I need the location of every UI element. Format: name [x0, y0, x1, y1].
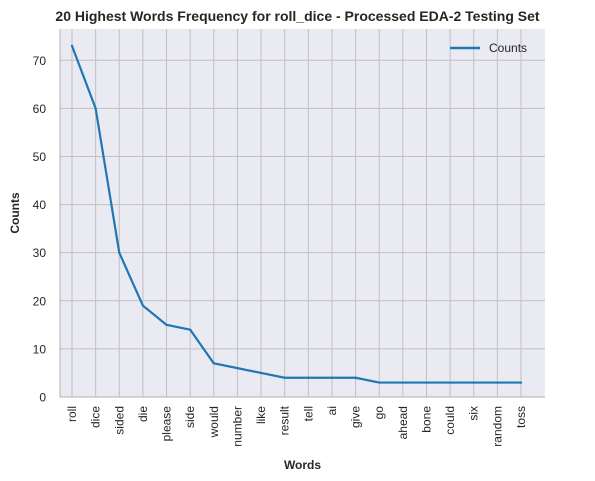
data-point	[378, 381, 381, 384]
x-tick-label: could	[443, 406, 457, 435]
chart-title: 20 Highest Words Frequency for roll_dice…	[55, 8, 540, 24]
data-point	[425, 381, 428, 384]
y-tick-label: 40	[33, 198, 47, 212]
plot-area	[60, 29, 545, 397]
data-point	[165, 323, 168, 326]
y-tick-label: 30	[33, 246, 47, 260]
data-point	[141, 304, 144, 307]
x-tick-label: tell	[301, 406, 315, 421]
data-point	[212, 362, 215, 365]
y-tick-label: 70	[33, 54, 47, 68]
y-tick-label: 20	[33, 294, 47, 308]
x-tick-label: dice	[89, 406, 103, 428]
data-point	[118, 251, 121, 254]
x-axis-ticks: roll dice sided die please side would number lik…	[65, 405, 528, 446]
data-point	[189, 328, 192, 331]
legend: Counts	[450, 41, 527, 55]
data-point	[283, 376, 286, 379]
x-tick-label: six	[467, 406, 481, 421]
data-point	[354, 376, 357, 379]
x-axis-label: Words	[284, 458, 321, 472]
data-point	[330, 376, 334, 379]
data-point	[307, 376, 310, 379]
data-point	[236, 367, 239, 370]
y-tick-label: 10	[33, 342, 47, 356]
x-tick-label: bone	[419, 406, 433, 433]
x-tick-label: side	[183, 406, 197, 428]
x-tick-label: like	[254, 406, 268, 424]
x-tick-label: give	[349, 406, 363, 428]
data-point	[401, 381, 404, 384]
x-tick-label: ai	[325, 406, 339, 415]
x-tick-label: result	[278, 405, 292, 435]
x-tick-label: toss	[514, 406, 528, 428]
data-point	[70, 44, 74, 47]
series-line-counts	[70, 44, 523, 384]
series-layer	[70, 44, 523, 384]
x-tick-label: would	[207, 406, 221, 438]
x-tick-label: die	[136, 406, 150, 422]
axes	[59, 29, 545, 398]
y-tick-label: 0	[39, 391, 46, 405]
y-axis-label: Counts	[8, 192, 22, 234]
x-tick-label: number	[230, 406, 244, 447]
x-tick-label: roll	[65, 406, 79, 422]
x-tick-label: random	[490, 406, 504, 447]
y-tick-label: 60	[33, 102, 47, 116]
legend-label-counts: Counts	[489, 41, 527, 55]
y-axis-ticks: 0 10 20 30 40 50 60 70	[33, 54, 47, 405]
data-point	[496, 381, 499, 384]
data-point	[449, 381, 452, 384]
x-tick-label: please	[160, 406, 174, 442]
data-point	[259, 371, 263, 375]
data-point	[472, 381, 475, 384]
grid	[60, 29, 545, 398]
data-point	[519, 381, 523, 384]
x-tick-label: sided	[112, 406, 126, 435]
data-point	[94, 107, 97, 110]
x-tick-label: ahead	[396, 406, 410, 439]
y-tick-label: 50	[33, 150, 47, 164]
x-tick-label: go	[372, 406, 386, 420]
